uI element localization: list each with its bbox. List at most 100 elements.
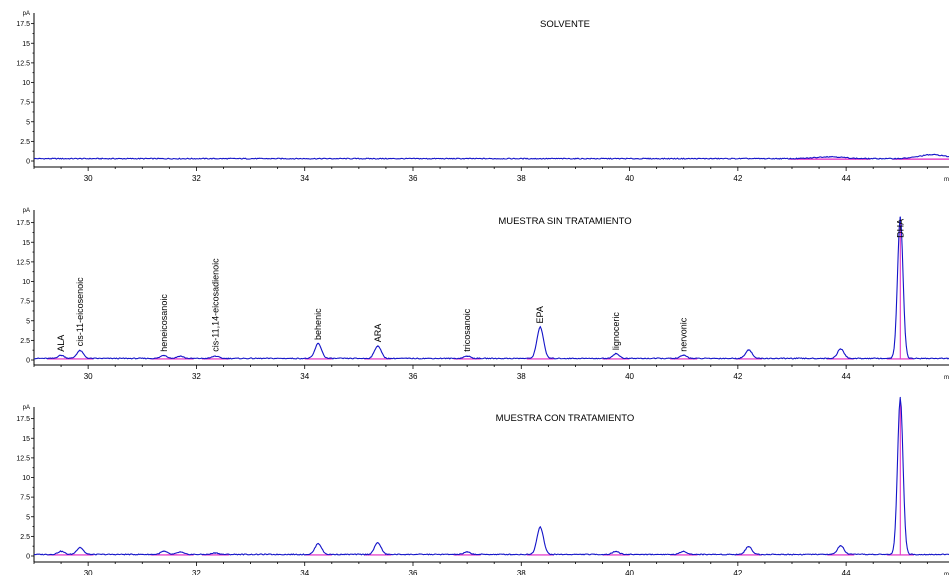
peak-label: behenic (313, 308, 323, 340)
x-tick-label: 32 (192, 569, 201, 575)
panel-title: MUESTRA SIN TRATAMIENTO (498, 216, 631, 227)
chart-panel-1: 0 2.5 5 7.5 10 12.5 15 17.5 pA 30 32 34 36 38 40 42 44 mi… (16, 11, 949, 183)
y-tick-label: 15 (22, 41, 30, 48)
x-tick-label: 38 (517, 372, 526, 381)
y-tick-label: 17.5 (16, 21, 30, 28)
peak-label: DHA (895, 219, 905, 238)
y-tick-label: 12.5 (16, 259, 30, 266)
peak-apex (179, 355, 181, 357)
x-unit-label: min (944, 572, 949, 575)
x-tick-label: 36 (409, 372, 418, 381)
y-tick-label: 15 (22, 240, 30, 247)
y-tick-label: 0 (26, 159, 30, 166)
signal-trace (33, 153, 949, 160)
y-tick-label: 0 (26, 554, 30, 561)
chart-panel-3: 0 2.5 5 7.5 10 12.5 15 17.5 pA 30 32 34 36 38 40 42 44 mi… (16, 396, 949, 575)
peak-label: cis-11-eicosenoic (75, 277, 85, 346)
peak-apex (829, 156, 831, 158)
x-tick-label: 36 (409, 569, 418, 575)
y-tick-label: 15 (22, 436, 30, 443)
y-tick-label: 2.5 (20, 139, 30, 146)
peak-apex (748, 349, 750, 351)
y-tick-label: 7.5 (20, 495, 30, 502)
peak-apex (615, 353, 617, 355)
x-tick-label: 34 (300, 174, 309, 183)
peak-label: cis-11,14-eicosadienoic (210, 258, 220, 352)
x-tick-label: 40 (625, 372, 634, 381)
chart-panel-2: 0 2.5 5 7.5 10 12.5 15 17.5 pA 30 32 34 36 38 40 42 44 mi… (16, 208, 949, 381)
y-tick-label: 7.5 (20, 299, 30, 306)
signal-trace (33, 216, 949, 360)
y-unit-label: pA (23, 11, 30, 17)
x-tick-label: 36 (409, 174, 418, 183)
y-tick-label: 2.5 (20, 338, 30, 345)
peak-apex (163, 550, 165, 552)
peak-apex (179, 551, 181, 553)
peak-apex (79, 349, 81, 352)
peak-label: EPA (535, 306, 545, 323)
x-tick-label: 30 (84, 372, 93, 381)
peak-apex (899, 396, 901, 399)
x-tick-label: 44 (842, 372, 851, 381)
peak-label: lignoceric (611, 312, 621, 351)
y-tick-label: 17.5 (16, 220, 30, 227)
x-tick-label: 32 (192, 174, 201, 183)
peak-apex (683, 354, 685, 356)
peak-apex (377, 542, 379, 544)
peak-apex (60, 354, 62, 356)
y-tick-label: 2.5 (20, 534, 30, 541)
peak-label: ALA (56, 335, 66, 352)
peak-apex (840, 348, 842, 350)
peak-apex (840, 545, 842, 547)
peak-apex (899, 216, 901, 218)
peak-apex (214, 355, 216, 357)
x-tick-label: 42 (733, 372, 742, 381)
x-tick-label: 38 (517, 174, 526, 183)
peak-apex (539, 526, 541, 528)
y-tick-label: 0 (26, 358, 30, 365)
panel-title: SOLVENTE (540, 19, 590, 30)
peak-apex (214, 552, 216, 554)
peak-apex (377, 345, 379, 347)
peak-apex (60, 550, 62, 552)
y-tick-label: 5 (26, 514, 30, 521)
x-tick-label: 44 (842, 174, 851, 183)
y-tick-label: 17.5 (16, 416, 30, 423)
peak-apex (317, 342, 319, 345)
y-tick-label: 12.5 (16, 60, 30, 67)
y-tick-label: 12.5 (16, 455, 30, 462)
y-unit-label: pA (23, 208, 30, 214)
x-tick-label: 34 (300, 569, 309, 575)
peak-apex (317, 542, 319, 545)
x-unit-label: min (944, 177, 949, 183)
x-tick-label: 34 (300, 372, 309, 381)
x-tick-label: 42 (733, 569, 742, 575)
x-tick-label: 32 (192, 372, 201, 381)
peak-label: heneicosanoic (159, 294, 169, 352)
x-tick-label: 44 (842, 569, 851, 575)
peak-apex (466, 551, 468, 553)
peak-apex (683, 550, 685, 552)
x-tick-label: 40 (625, 569, 634, 575)
peak-apex (539, 326, 541, 328)
peak-apex (79, 546, 81, 548)
signal-trace (33, 397, 949, 556)
x-tick-label: 30 (84, 569, 93, 575)
x-tick-label: 40 (625, 174, 634, 183)
peak-apex (163, 354, 165, 356)
y-tick-label: 10 (22, 80, 30, 87)
peak-apex (748, 545, 750, 548)
x-tick-label: 42 (733, 174, 742, 183)
peak-apex (932, 154, 934, 156)
peak-apex (466, 355, 468, 357)
peak-label: tricosanoic (462, 308, 472, 352)
panel-title: MUESTRA CON TRATAMIENTO (496, 413, 635, 424)
x-unit-label: min (944, 375, 949, 381)
y-tick-label: 7.5 (20, 100, 30, 107)
y-tick-label: 5 (26, 119, 30, 126)
peak-apex (615, 550, 617, 552)
x-tick-label: 30 (84, 174, 93, 183)
y-tick-label: 10 (22, 475, 30, 482)
peak-label: ARA (373, 324, 383, 343)
